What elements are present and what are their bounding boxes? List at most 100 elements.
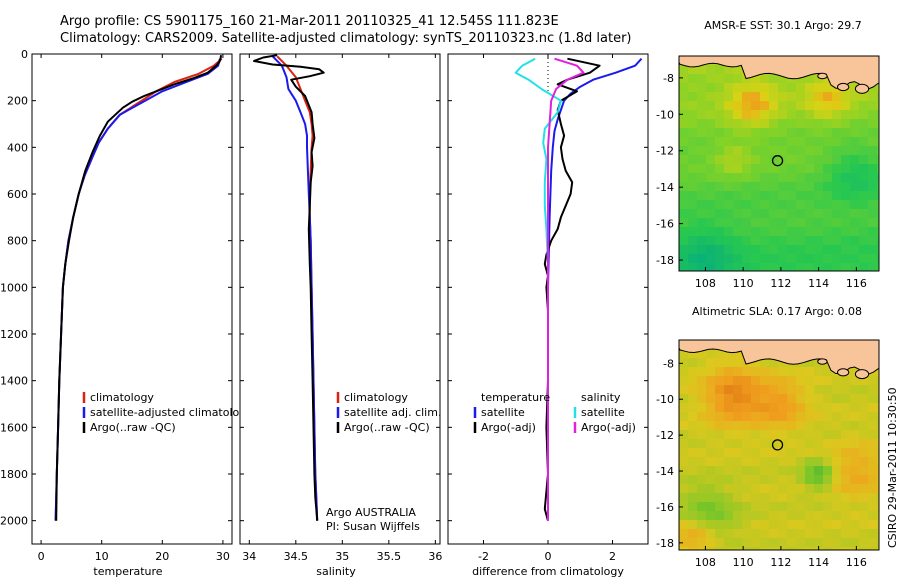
- field-cell: [877, 83, 879, 93]
- field-cell: [814, 182, 824, 192]
- field-cell: [778, 164, 788, 174]
- field-cell: [814, 146, 824, 156]
- field-cell: [805, 128, 815, 138]
- field-cell: [787, 367, 797, 377]
- field-cell: [742, 236, 752, 246]
- field-cell: [787, 421, 797, 431]
- field-cell: [787, 502, 797, 512]
- field-cell: [886, 191, 896, 201]
- field-cell: [796, 173, 806, 183]
- field-cell: [751, 245, 761, 255]
- field-cell: [742, 119, 752, 129]
- y-tick-label: 600: [7, 188, 28, 201]
- field-cell: [850, 493, 860, 503]
- field-cell: [724, 412, 734, 422]
- field-cell: [715, 367, 725, 377]
- field-cell: [778, 421, 788, 431]
- field-cell: [706, 385, 716, 395]
- field-cell: [886, 236, 896, 246]
- field-cell: [697, 218, 707, 228]
- field-cell: [742, 155, 752, 165]
- field-cell: [769, 173, 779, 183]
- field-cell: [886, 209, 896, 219]
- field-cell: [769, 358, 779, 368]
- field-cell: [787, 164, 797, 174]
- field-cell: [796, 520, 806, 530]
- field-cell: [715, 209, 725, 219]
- field-cell: [850, 227, 860, 237]
- field-cell: [697, 385, 707, 395]
- field-cell: [859, 236, 869, 246]
- field-cell: [760, 511, 770, 521]
- field-cell: [715, 128, 725, 138]
- field-cell: [841, 119, 851, 129]
- field-cell: [715, 394, 725, 404]
- field-cell: [832, 173, 842, 183]
- field-cell: [832, 475, 842, 485]
- field-cell: [733, 128, 743, 138]
- field-cell: [841, 457, 851, 467]
- field-cell: [859, 92, 869, 102]
- field-cell: [688, 227, 698, 237]
- land-island: [836, 368, 850, 377]
- field-cell: [868, 119, 878, 129]
- field-cell: [832, 254, 842, 264]
- field-cell: [751, 164, 761, 174]
- sla-map-ticks: 108 110 112 114 116 -8 -10 -12 -14 -16 -18: [656, 357, 867, 569]
- field-cell: [877, 529, 879, 539]
- field-cell: [805, 547, 815, 550]
- field-cell: [850, 236, 860, 246]
- field-cell: [841, 128, 851, 138]
- legend-temp-satellite-label: satellite: [481, 406, 525, 419]
- field-cell: [868, 164, 878, 174]
- field-cell: [679, 349, 689, 359]
- field-cell: [742, 421, 752, 431]
- field-cell: [886, 200, 896, 210]
- legend-satellite-adj-clim-label: satellite adj. clim.: [344, 406, 441, 419]
- field-cell: [742, 173, 752, 183]
- field-cell: [841, 137, 851, 147]
- field-cell: [688, 421, 698, 431]
- field-cell: [724, 92, 734, 102]
- field-cell: [706, 358, 716, 368]
- field-cell: [751, 128, 761, 138]
- field-cell: [715, 439, 725, 449]
- field-cell: [787, 403, 797, 413]
- field-cell: [850, 520, 860, 530]
- sla-field: [679, 340, 879, 550]
- field-cell: [868, 245, 878, 255]
- field-cell: [805, 484, 815, 494]
- field-cell: [778, 403, 788, 413]
- field-cell: [724, 376, 734, 386]
- field-cell: [787, 146, 797, 156]
- field-cell: [751, 191, 761, 201]
- field-cell: [679, 65, 689, 75]
- field-cell: [688, 547, 698, 550]
- field-cell: [742, 367, 752, 377]
- field-cell: [805, 502, 815, 512]
- field-cell: [724, 191, 734, 201]
- field-cell: [688, 358, 698, 368]
- field-cell: [688, 209, 698, 219]
- field-cell: [814, 502, 824, 512]
- field-cell: [679, 155, 689, 165]
- field-cell: [823, 200, 833, 210]
- series-line-salinity-argo-adj: [547, 57, 585, 521]
- field-cell: [697, 349, 707, 359]
- field-cell: [733, 502, 743, 512]
- field-cell: [688, 119, 698, 129]
- float-position-marker: [771, 155, 784, 167]
- field-cell: [679, 448, 689, 458]
- difference-legend: temperature satellite Argo(-adj) salinity sa…: [473, 391, 636, 434]
- field-cell: [724, 367, 734, 377]
- land-island: [817, 72, 828, 80]
- field-cell: [679, 493, 689, 503]
- field-cell: [742, 218, 752, 228]
- field-cell: [850, 421, 860, 431]
- field-cell: [814, 74, 824, 84]
- field-cell: [706, 74, 716, 84]
- field-cell: [760, 254, 770, 264]
- field-cell: [751, 457, 761, 467]
- field-cell: [877, 403, 879, 413]
- field-cell: [796, 466, 806, 476]
